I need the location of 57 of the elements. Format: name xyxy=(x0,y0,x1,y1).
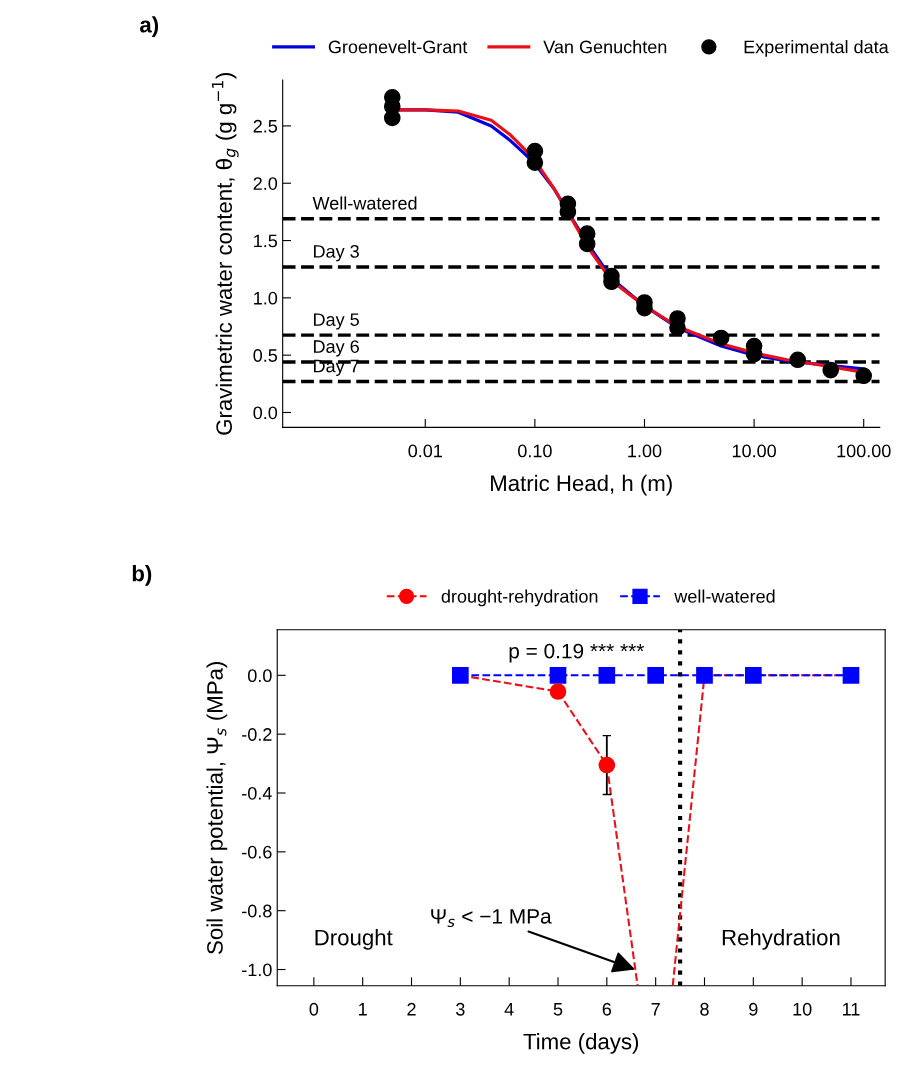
y-tick-label: -0.4 xyxy=(242,786,272,800)
point xyxy=(744,666,762,684)
y-axis-title: Gravimetric water content, θ$_{g}$ (g g$^{−1}$) xyxy=(211,73,239,435)
x-tick-label: 0.01 xyxy=(408,444,442,458)
point xyxy=(549,683,567,700)
x-tick-label: 0 xyxy=(309,1002,319,1016)
x-tick-label: 10.00 xyxy=(732,444,776,458)
point xyxy=(598,666,616,684)
legend-label: Van Genuchten xyxy=(543,40,667,54)
y-tick-label: 2.5 xyxy=(253,119,278,133)
point xyxy=(452,666,469,684)
annotation: Rehydration xyxy=(722,929,840,950)
x-tick-label: 5 xyxy=(553,1003,563,1016)
y-tick-label: 0.0 xyxy=(247,669,272,683)
annotation: p = 0.19 *** *** xyxy=(509,643,645,663)
ref-line-label: Day 6 xyxy=(314,340,359,357)
y-tick-label: 0.5 xyxy=(253,349,278,362)
x-axis-title: Matric Head, h (m) xyxy=(491,474,672,496)
x-tick-label: 9 xyxy=(749,1002,758,1016)
x-tick-label: 11 xyxy=(842,1003,860,1016)
point xyxy=(696,666,713,684)
legend-label: Experimental data xyxy=(744,40,889,57)
x-tick-label: 100.00 xyxy=(837,444,891,458)
point xyxy=(647,666,664,684)
x-tick-label: 4 xyxy=(504,1003,514,1016)
x-tick-label: 6 xyxy=(602,1002,612,1016)
x-tick-label: 2 xyxy=(407,1002,416,1016)
ref-line-label: Well-watered xyxy=(312,196,417,210)
y-tick-label: -0.6 xyxy=(242,845,272,859)
x-tick-label: 8 xyxy=(700,1002,709,1016)
x-tick-label: 1 xyxy=(359,1003,367,1016)
chart-title: b) xyxy=(132,565,152,586)
y-tick-label: -0.2 xyxy=(242,728,272,741)
x-tick-label: 7 xyxy=(651,1003,660,1016)
y-tick-label: 0.0 xyxy=(253,406,278,420)
annotation: Drought xyxy=(315,929,393,950)
point xyxy=(549,666,567,684)
x-tick-label: 3 xyxy=(456,1002,465,1016)
y-tick-label: 1.0 xyxy=(254,291,278,305)
x-tick-label: 1.00 xyxy=(628,444,662,458)
point xyxy=(598,756,616,774)
point xyxy=(842,666,860,684)
y-tick-label: -1.0 xyxy=(242,963,272,977)
legend-label: Groenevelt-Grant xyxy=(328,40,468,54)
x-tick-label: 10 xyxy=(793,1002,812,1016)
chart-title: a) xyxy=(140,16,159,37)
legend-label: well-watered xyxy=(674,589,775,603)
x-axis-title: Time (days) xyxy=(523,1033,639,1054)
legend-label: drought-rehydration xyxy=(441,589,598,607)
annotation: Ψ$_{s}$ < −1 MPa xyxy=(431,909,552,928)
y-axis-title: Soil water potential, Ψ$_{s}$ (MPa) xyxy=(206,662,228,954)
y-tick-label: 2.0 xyxy=(253,177,278,190)
ref-line-label: Day 3 xyxy=(314,245,359,262)
ref-line-label: Day 5 xyxy=(314,313,359,330)
x-tick-label: 0.10 xyxy=(518,444,552,458)
y-tick-label: -0.8 xyxy=(242,904,272,918)
y-tick-label: 1.5 xyxy=(254,234,278,248)
